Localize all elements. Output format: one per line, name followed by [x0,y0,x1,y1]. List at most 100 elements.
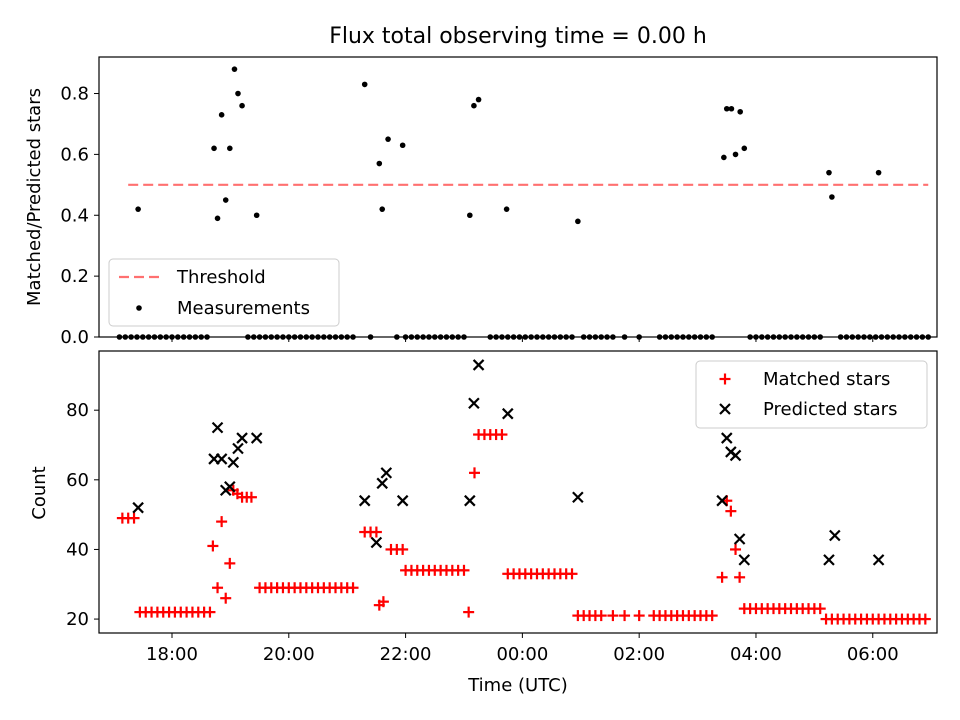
top-legend-box [108,258,340,327]
measurement-point [721,154,727,161]
predicted-star-point [358,494,371,507]
matched-star-point [207,540,219,552]
matched-star-point [204,606,216,618]
predicted-star-point [250,432,263,444]
matched-star-point [377,596,389,608]
matched-star-point [496,429,508,441]
predicted-star-point [380,467,393,479]
predicted-star-point [396,494,409,507]
measurement-point [379,206,386,212]
legend-measurements-swatch [136,305,142,311]
predicted-star-point [224,480,236,493]
measurement-point [575,218,581,225]
measurement-point [471,102,477,109]
top-y-tick-label: 0.0 [60,327,89,348]
legend-matched-label: Matched stars [763,369,890,390]
predicted-star-point [211,421,224,434]
bottom-axes-frame [98,350,938,634]
predicted-star-point-b [720,432,733,444]
measurement-point [376,160,383,167]
top-y-tick-label: 0.6 [60,144,89,165]
legend-matched-swatch [719,373,731,385]
matched-star-point [347,582,359,594]
predicted-star-point-b [215,453,228,465]
predicted-star-point [464,494,476,507]
measurement-point [737,108,744,115]
measurement-point [218,112,225,118]
predicted-star-point-b [227,456,240,469]
predicted-star-point [370,536,383,549]
predicted-star-point-b [572,491,584,504]
predicted-star-point [716,494,728,507]
predicted-star-point-b [733,533,746,545]
predicted-star-point [733,533,746,545]
x-tick-label: 02:00 [613,644,665,665]
predicted-stars-points [132,359,885,566]
measurement-point [227,145,233,152]
top-panel: Flux total observing time = 0.00 h Match… [24,24,938,348]
legend-matched-marker [719,373,731,385]
legend-predicted-swatch [719,403,731,415]
matched-star-point [595,610,607,622]
measurement-point [222,197,229,203]
measurement-point [475,96,482,103]
predicted-star-point-b [716,494,728,507]
matched-star-point [216,516,228,528]
bottom-legend-box [695,360,928,429]
x-tick-label: 22:00 [380,644,432,665]
top-y-tick-label: 0.4 [60,205,89,226]
bottom-x-ticks: 18:00 20:00 22:00 00:00 02:00 04:00 06:00 [146,633,899,665]
measurement-point [361,81,368,88]
predicted-star-point-b [250,432,263,444]
matched-star-point [128,512,140,524]
predicted-star-point [720,432,733,444]
measurement-point [211,145,217,152]
predicted-star-point-b [370,536,383,549]
predicted-star-point-b [823,554,835,566]
bottom-y-ticks: 20 40 60 80 [66,400,99,630]
measurement-point [385,136,391,142]
legend-measurements-label: Measurements [177,298,310,319]
matched-star-point [245,491,257,503]
measurement-point [826,169,832,176]
matched-star-point [633,610,645,622]
measurement-point [231,66,238,72]
predicted-star-point-b [872,554,885,566]
bottom-y-tick-label: 80 [66,400,89,421]
measurement-point [503,206,510,212]
measurement-point [723,105,730,112]
matched-star-point [734,571,746,583]
matched-star-point [463,606,475,618]
matched-star-point [397,543,409,555]
top-y-ticks: 0.0 0.2 0.4 0.6 0.8 [60,84,99,348]
matched-star-point [716,571,728,583]
predicted-star-point [823,554,835,566]
x-tick-label: 18:00 [146,644,198,665]
legend-threshold-label: Threshold [176,267,266,288]
predicted-star-point [572,491,584,504]
predicted-star-point-b [224,480,236,493]
x-tick-label: 04:00 [730,644,782,665]
matched-star-point [468,467,480,479]
matched-star-point [458,564,470,576]
matched-star-point [725,505,737,517]
measurement-point [253,212,260,219]
matched-star-point [919,613,931,625]
predicted-star-point [376,477,389,490]
predicted-star-point-b [132,501,144,514]
matched-star-point [370,526,382,538]
legend-predicted-marker [719,403,731,415]
matched-star-point [619,610,631,622]
bottom-y-tick-label: 20 [66,609,89,630]
matched-star-point [706,610,718,622]
legend-predicted-marker-b [719,403,731,415]
predicted-star-point [872,554,885,566]
measurement-point [214,215,221,222]
matched-stars-points [116,429,931,625]
matched-star-point [730,543,742,555]
predicted-star-point [132,501,144,514]
predicted-star-point-b [472,359,485,371]
x-tick-label: 06:00 [847,644,899,665]
top-axes-frame [98,56,938,338]
predicted-star-point-b [468,397,480,410]
